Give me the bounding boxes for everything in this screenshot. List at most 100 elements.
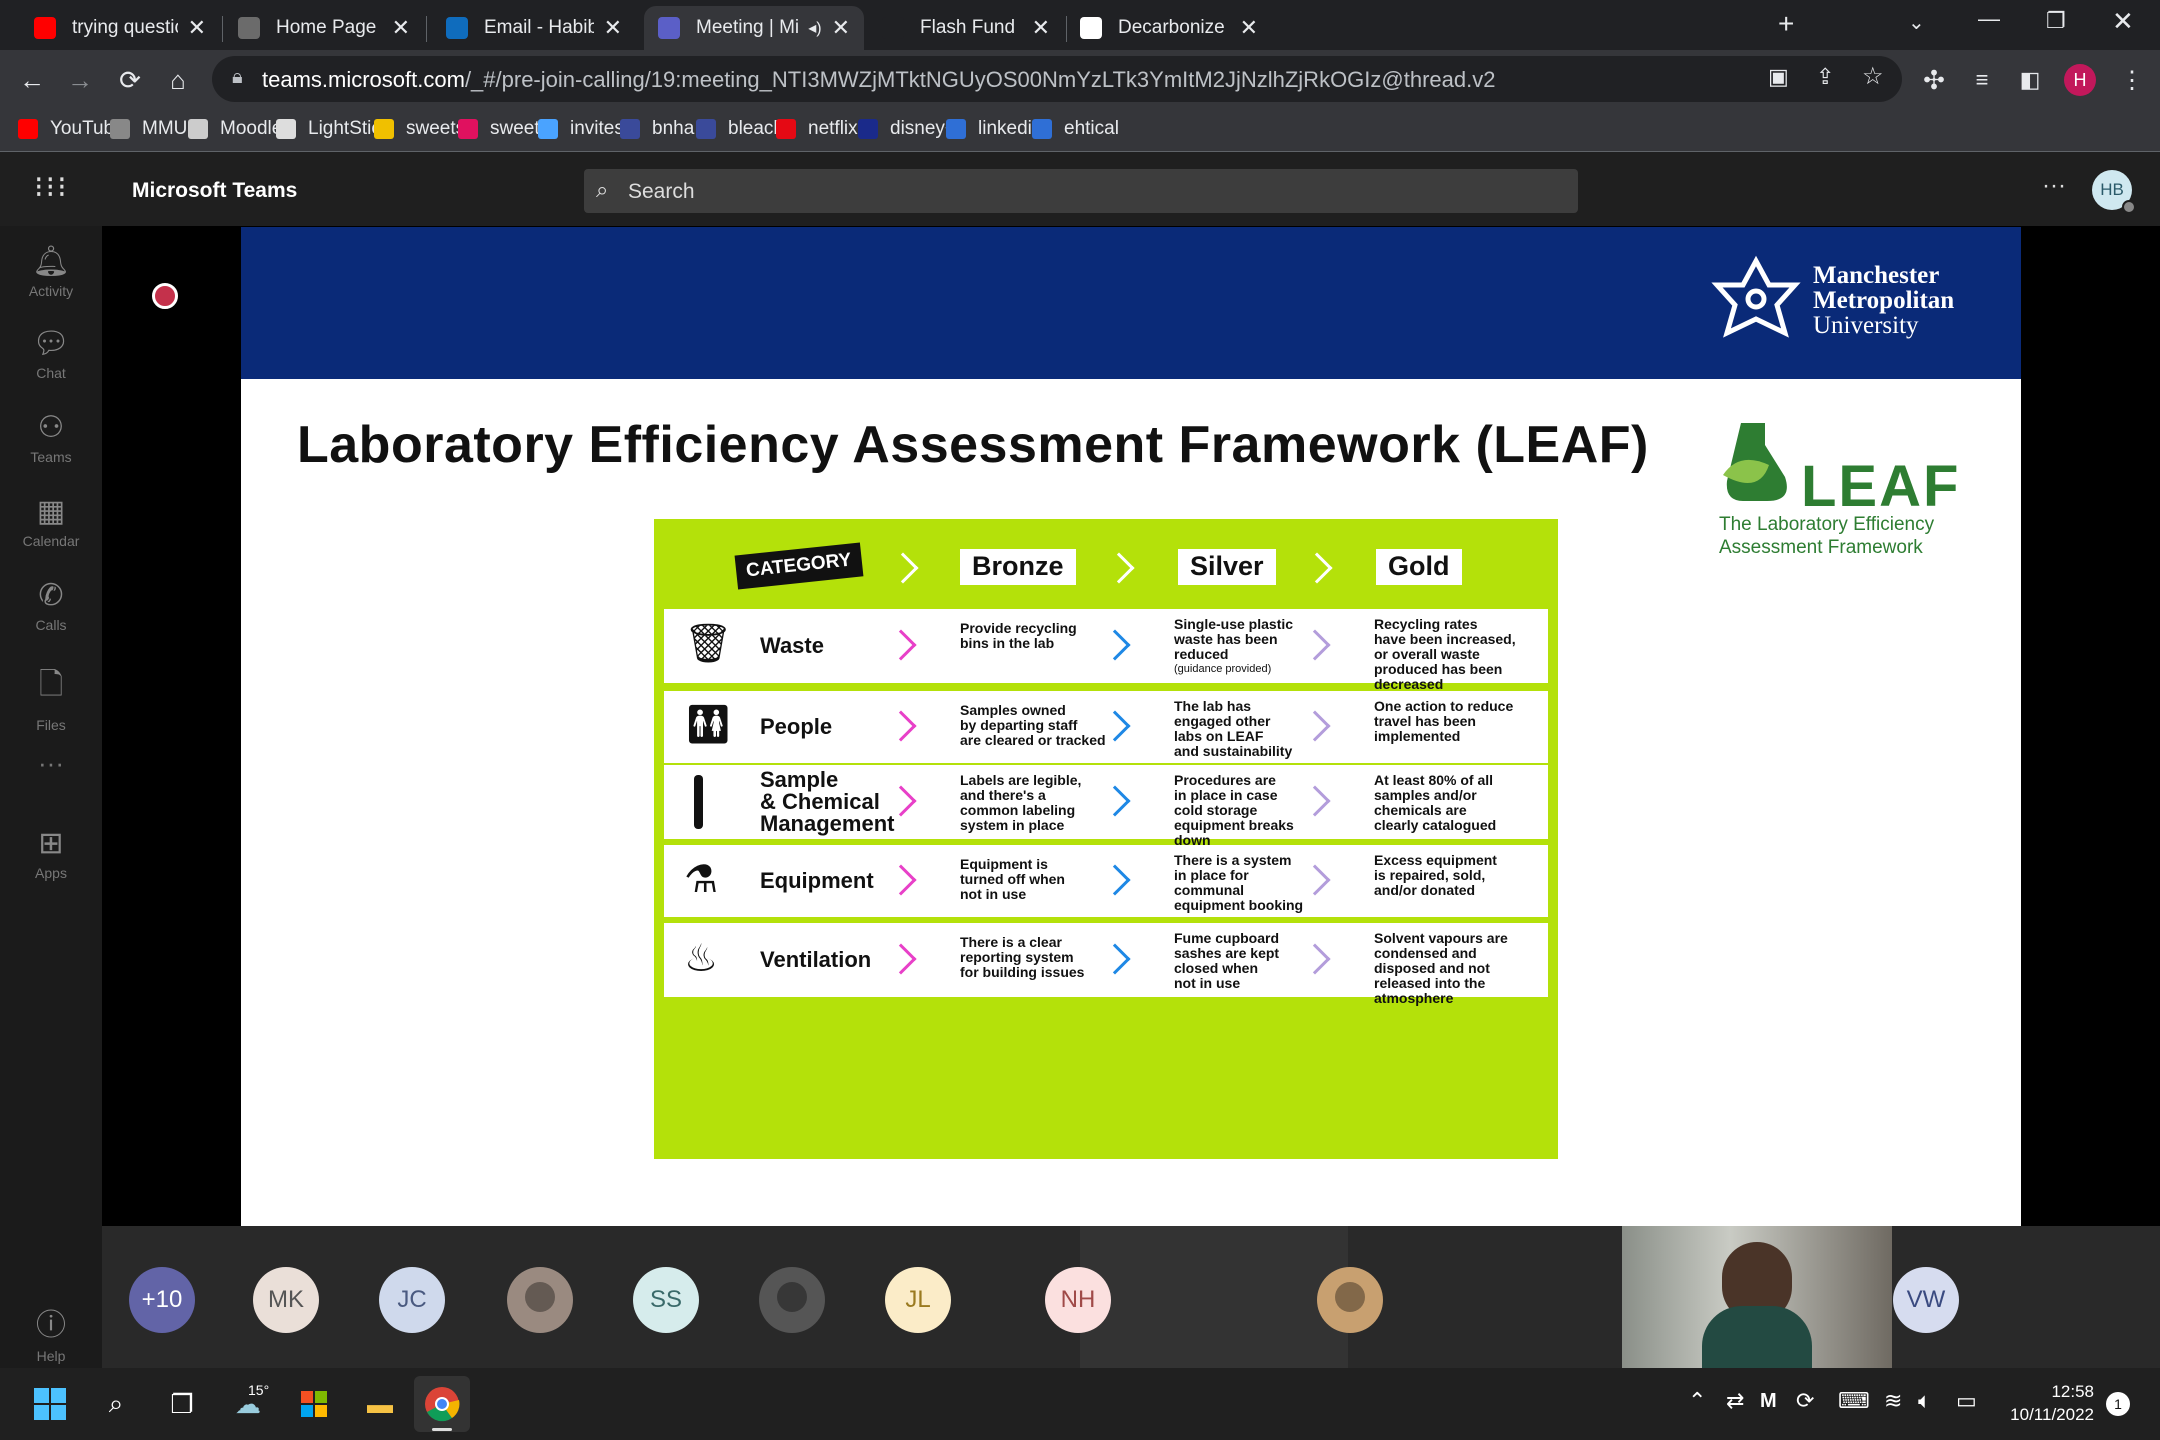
back-icon[interactable]: ←	[19, 64, 45, 95]
extensions-icon[interactable]: ✣	[1923, 64, 1945, 95]
chrome-taskbar-button[interactable]	[414, 1376, 470, 1432]
show-hidden-icons[interactable]: ⌃	[1688, 1388, 1707, 1413]
participant-avatar[interactable]: MK	[253, 1267, 319, 1333]
close-window-button[interactable]: ✕	[2112, 6, 2134, 36]
profile-avatar[interactable]: H	[2064, 64, 2096, 96]
bookmark-item[interactable]: netflix	[776, 118, 858, 140]
url-text[interactable]: teams.microsoft.com/_#/pre-join-calling/…	[262, 67, 1495, 93]
disney-icon	[858, 119, 878, 139]
criteria-line: equipment booking	[1174, 897, 1304, 913]
battery-icon[interactable]: ▭	[1956, 1388, 1977, 1413]
criteria-line: common labeling	[960, 802, 1076, 818]
participant-initials: NH	[1060, 1286, 1096, 1313]
bookmark-item[interactable]: sweets	[374, 118, 465, 140]
bell-icon: 🔔︎	[31, 245, 71, 278]
close-tab-icon[interactable]: ✕	[187, 15, 206, 40]
close-tab-icon[interactable]: ✕	[603, 15, 622, 40]
close-tab-icon[interactable]: ✕	[831, 15, 850, 40]
browser-tab[interactable]: trying questionable mak ✕	[20, 6, 220, 50]
bookmark-item[interactable]: MMU	[110, 118, 187, 140]
new-tab-button[interactable]: +	[1778, 8, 1795, 39]
task-view-icon[interactable]: ❐	[170, 1388, 194, 1419]
minimize-button[interactable]: —	[1978, 6, 2000, 31]
settings-tray-icon[interactable]: ⇄	[1726, 1388, 1745, 1413]
participant-avatar[interactable]: NH	[1045, 1267, 1111, 1333]
rail-item-calls[interactable]: ✆ Calls	[0, 578, 102, 633]
search-icon[interactable]: ⌕	[108, 1388, 124, 1418]
weather-icon[interactable]: ☁	[235, 1388, 261, 1419]
rail-item-files[interactable]: 🗋︎ Files	[0, 662, 102, 733]
rail-item-calendar[interactable]: ▦ Calendar	[0, 494, 102, 549]
participant-avatar[interactable]: JL	[885, 1267, 951, 1333]
participant-photo[interactable]	[759, 1267, 825, 1333]
browser-tab[interactable]: Meeting | Microsoft ◂) ✕	[644, 6, 864, 50]
clock[interactable]: 12:58 10/11/2022	[1998, 1380, 2094, 1426]
bookmark-item[interactable]: bnha	[620, 118, 694, 140]
close-tab-icon[interactable]: ✕	[1239, 15, 1258, 40]
share-icon[interactable]: ⇪	[1816, 64, 1835, 89]
rail-item-teams[interactable]: ⚇ Teams	[0, 410, 102, 465]
criteria-line: Provide recycling	[960, 620, 1077, 636]
more-options-icon[interactable]: ···	[2042, 172, 2066, 199]
file-explorer-icon[interactable]: ▬	[367, 1388, 393, 1419]
rail-item-chat[interactable]: 💬︎ Chat	[0, 326, 102, 381]
bookmark-item[interactable]: LightStick	[276, 118, 390, 140]
participant-initials: VW	[1906, 1286, 1946, 1313]
close-tab-icon[interactable]: ✕	[391, 15, 410, 40]
criteria-line: released into the	[1374, 975, 1486, 991]
gold-criteria: At least 80% of all samples and/or chemica…	[1374, 773, 1534, 833]
presence-status-icon	[2122, 200, 2136, 214]
category-line: People	[760, 714, 833, 739]
criteria-line: and sustainability	[1174, 743, 1293, 759]
tab-search-icon[interactable]: ⌄	[1908, 12, 1925, 34]
bookmark-item[interactable]: linkedin	[946, 118, 1042, 140]
notification-badge[interactable]: 1	[2106, 1392, 2130, 1416]
windows-start-icon[interactable]	[30, 1384, 70, 1424]
audio-playing-icon[interactable]: ◂)	[808, 20, 822, 37]
volume-icon[interactable]: 🔈︎	[1918, 1388, 1932, 1413]
search-input[interactable]: ⌕ Search	[584, 169, 1578, 213]
app-launcher-icon[interactable]: ⁝⁝⁝	[34, 171, 69, 204]
lock-icon[interactable]: 🔒︎	[232, 66, 243, 88]
bookmark-item[interactable]: Moodle	[188, 118, 282, 140]
browser-menu-icon[interactable]: ⋮	[2120, 66, 2144, 94]
store-icon[interactable]	[294, 1384, 334, 1424]
bookmark-item[interactable]: invites	[538, 118, 624, 140]
bookmark-item[interactable]: sweets	[458, 118, 549, 140]
bookmark-item[interactable]: bleach	[696, 118, 784, 140]
rail-label: Apps	[35, 865, 67, 881]
browser-tab[interactable]: Decarbonize Software | (✕	[1066, 6, 1272, 50]
restore-button[interactable]: ❐	[2046, 8, 2066, 33]
participant-avatar[interactable]: +10	[129, 1267, 195, 1333]
forward-icon[interactable]: →	[67, 64, 93, 95]
browser-tab[interactable]: Home Page - MyMMU ✕	[224, 6, 424, 50]
keyboard-icon[interactable]: ⌨	[1838, 1388, 1870, 1413]
participant-avatar[interactable]: JC	[379, 1267, 445, 1333]
home-icon[interactable]: ⌂	[170, 64, 186, 95]
participant-photo[interactable]	[1317, 1267, 1383, 1333]
bookmark-item[interactable]: disney+	[858, 118, 956, 140]
bookmark-item[interactable]: YouTube	[18, 118, 125, 140]
rail-item-apps[interactable]: ⊞ Apps	[0, 826, 102, 881]
gmail-tray-icon[interactable]: M	[1760, 1390, 1777, 1412]
participant-photo[interactable]	[507, 1267, 573, 1333]
reload-icon[interactable]: ⟳	[119, 64, 141, 95]
participant-avatar[interactable]: SS	[633, 1267, 699, 1333]
rail-item-activity[interactable]: 🔔︎ Activity	[0, 244, 102, 299]
sync-tray-icon[interactable]: ⟳	[1796, 1388, 1815, 1413]
bookmark-star-icon[interactable]: ☆	[1862, 63, 1884, 90]
leaf-tagline: The Laboratory Efficiency Assessment Fra…	[1719, 513, 1934, 559]
side-panel-icon[interactable]: ◧	[2019, 67, 2041, 92]
bookmark-item[interactable]: ehtical	[1032, 118, 1119, 140]
browser-tab[interactable]: Email - Habiba Begum - ✕	[432, 6, 636, 50]
camera-blocked-icon[interactable]: ▣	[1768, 64, 1789, 89]
category-line: & Chemical	[760, 789, 880, 814]
rail-item-help[interactable]: ⓘ Help	[0, 1300, 102, 1364]
media-control-icon[interactable]: ≡	[1975, 67, 1989, 92]
participant-avatar[interactable]: VW	[1893, 1267, 1959, 1333]
close-tab-icon[interactable]: ✕	[1031, 15, 1050, 40]
wifi-icon[interactable]: ≋	[1884, 1388, 1903, 1413]
more-apps-icon[interactable]: ···	[38, 748, 64, 778]
address-bar[interactable]: 🔒︎ teams.microsoft.com/_#/pre-join-calli…	[212, 56, 1902, 102]
browser-tab[interactable]: Flash Fund | Manchester ✕	[868, 6, 1064, 50]
